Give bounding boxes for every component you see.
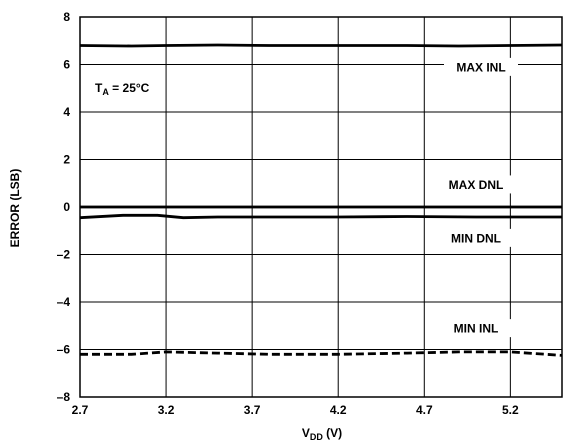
series-line-min-dnl xyxy=(79,213,562,220)
x-tick-label-0: 2.7 xyxy=(72,403,89,417)
series-line-min-inl xyxy=(80,350,563,357)
y-tick-label-0: –8 xyxy=(57,390,71,404)
x-tick-label-4: 4.7 xyxy=(416,403,433,417)
y-tick-label-1: –6 xyxy=(57,343,71,357)
series-label-bg-0 xyxy=(444,57,518,76)
x-tick-label-3: 4.2 xyxy=(330,403,347,417)
y-tick-label-3: –2 xyxy=(57,248,71,262)
series-label-min-dnl: MIN DNL xyxy=(451,231,501,245)
series-label-bg-2 xyxy=(439,228,513,247)
series-label-bg-1 xyxy=(439,175,513,194)
series-layer xyxy=(79,43,563,357)
series-label-bg-3 xyxy=(439,319,513,338)
x-tick-label-5: 5.2 xyxy=(502,403,519,417)
series-labels: MAX INL MAX DNL MIN DNL MIN INL xyxy=(439,57,518,338)
y-tick-label-2: –4 xyxy=(57,295,71,309)
y-tick-label-7: 6 xyxy=(63,58,70,72)
x-tick-label-2: 3.7 xyxy=(244,403,261,417)
series-line-max-inl xyxy=(79,43,563,48)
series-label-max-inl: MAX INL xyxy=(456,60,505,74)
series-label-min-inl: MIN INL xyxy=(454,322,499,336)
y-tick-label-4: 0 xyxy=(63,200,70,214)
annotation-temperature: TA = 25°C xyxy=(95,81,150,97)
y-tick-label-8: 8 xyxy=(63,10,70,24)
series-label-max-dnl: MAX DNL xyxy=(449,178,504,192)
x-axis-title: VDD (V) xyxy=(302,426,342,442)
x-tick-label-1: 3.2 xyxy=(158,403,175,417)
y-tick-label-6: 4 xyxy=(63,105,70,119)
y-tick-label-5: 2 xyxy=(63,153,70,167)
y-axis-title: ERROR (LSB) xyxy=(8,169,22,248)
tick-labels: 2.7 3.2 3.7 4.2 4.7 5.2 –8 –6 –4 –2 0 2 4 6 8 xyxy=(57,10,519,417)
